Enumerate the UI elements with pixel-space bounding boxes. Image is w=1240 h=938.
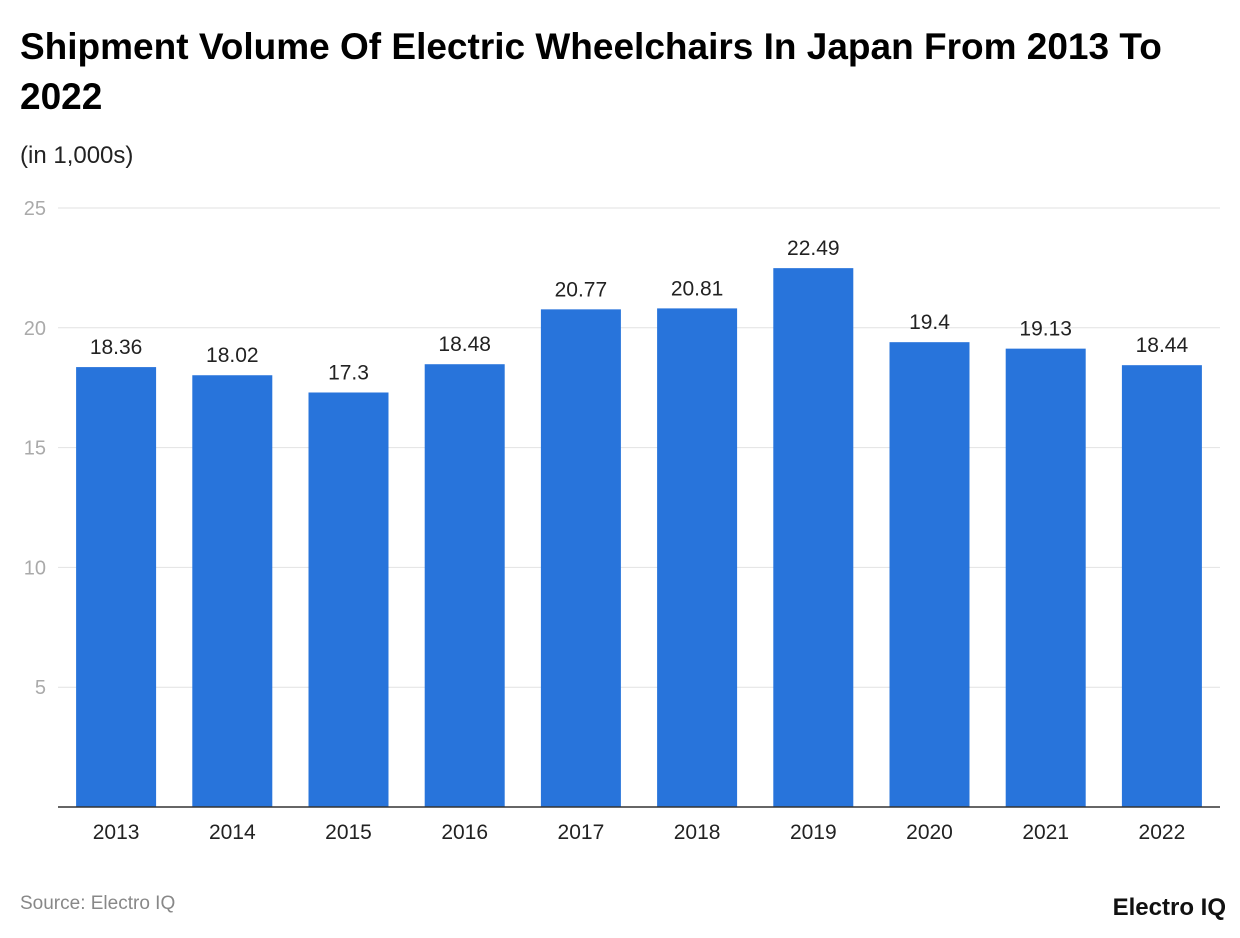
x-tick-label: 2013 [93,821,140,844]
data-label: 22.49 [787,237,840,260]
x-tick-label: 2020 [906,821,953,844]
data-label: 18.36 [90,336,143,359]
bar-2016 [424,364,505,807]
x-tick-label: 2015 [325,821,372,844]
data-label: 19.4 [909,311,950,334]
bar-2021 [1005,348,1086,807]
data-label: 20.81 [671,277,724,300]
bar-2017 [540,309,621,807]
bar-2019 [773,268,854,807]
chart-title: Shipment Volume Of Electric Wheelchairs … [20,26,1162,117]
data-label: 18.02 [206,344,259,367]
chart-subtitle: (in 1,000s) [20,142,134,169]
x-tick-label: 2016 [441,821,488,844]
x-tick-label: 2021 [1022,821,1069,844]
data-label: 18.44 [1136,334,1189,357]
bar-2022 [1121,365,1202,807]
y-tick-label: 10 [24,557,46,579]
bar-2018 [657,308,738,807]
bar-2013 [76,367,157,807]
x-tick-label: 2022 [1139,821,1186,844]
bar-2014 [192,375,273,807]
bar-2015 [308,392,389,807]
y-tick-label: 20 [24,318,46,340]
y-tick-label: 25 [24,198,46,220]
y-tick-label: 15 [24,438,46,460]
x-tick-label: 2014 [209,821,256,844]
x-tick-label: 2017 [558,821,605,844]
brand-logo: Electro IQ [1112,894,1226,921]
x-tick-label: 2018 [674,821,721,844]
data-label: 18.48 [438,333,491,356]
data-label: 19.13 [1019,318,1072,341]
y-tick-label: 5 [35,677,46,699]
bar-2020 [889,342,970,807]
source-note: Source: Electro IQ [20,893,176,914]
data-label: 20.77 [555,278,608,301]
data-label: 17.3 [328,361,369,384]
x-tick-label: 2019 [790,821,837,844]
